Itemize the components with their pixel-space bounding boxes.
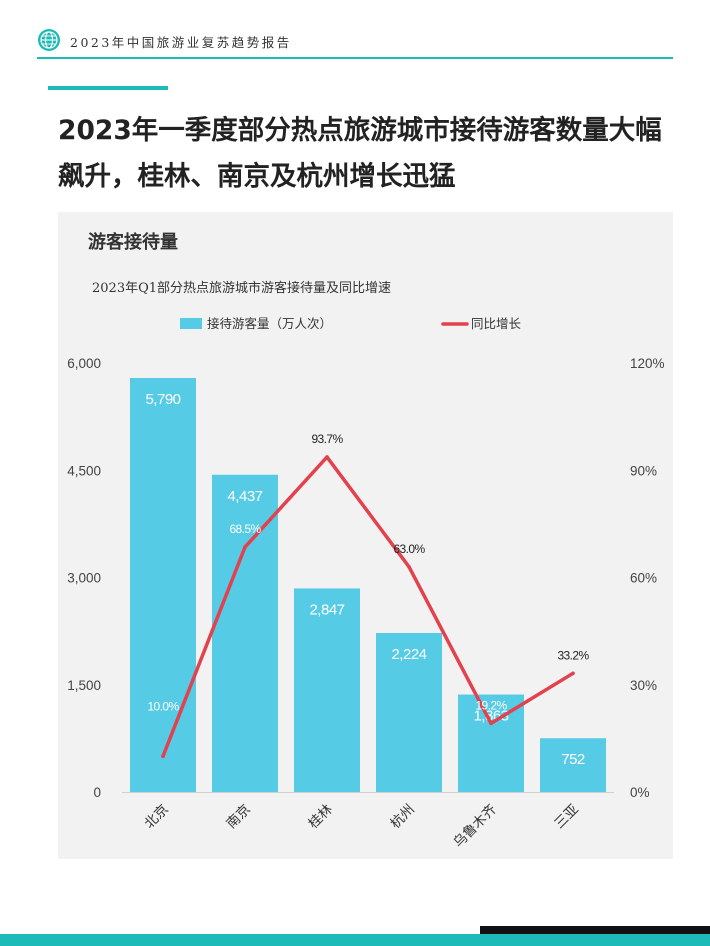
globe-icon bbox=[38, 29, 60, 51]
y-axis-right: 0% 30% 60% 90% 120% bbox=[630, 356, 665, 800]
growth-data-label: 19.2% bbox=[475, 698, 507, 712]
bar-data-label: 2,224 bbox=[391, 646, 426, 663]
bar bbox=[294, 588, 360, 792]
growth-data-label: 93.7% bbox=[311, 432, 343, 446]
legend-label-bar: 接待游客量（万人次） bbox=[207, 316, 332, 331]
y-right-tick-label: 0% bbox=[630, 785, 650, 800]
x-tick-label: 杭州 bbox=[387, 802, 417, 832]
x-tick-label: 北京 bbox=[141, 802, 171, 832]
panel-heading: 游客接待量 bbox=[88, 232, 178, 253]
bar bbox=[376, 632, 442, 792]
growth-point bbox=[571, 671, 575, 676]
growth-point bbox=[407, 564, 411, 569]
bar-data-label: 1,363 bbox=[473, 708, 508, 725]
x-axis-labels: 北京 南京 桂林 杭州 乌鲁木齐 三亚 bbox=[141, 801, 581, 851]
growth-data-label: 63.0% bbox=[393, 542, 425, 556]
legend-swatch-bar bbox=[180, 318, 202, 329]
bar-data-label: 2,847 bbox=[309, 601, 344, 618]
header-divider bbox=[37, 57, 673, 59]
bar bbox=[130, 378, 196, 792]
footer-dark-bar bbox=[480, 926, 710, 934]
x-tick-label: 桂林 bbox=[305, 801, 336, 832]
chart-title: 2023年Q1部分热点旅游城市游客接待量及同比增速 bbox=[92, 280, 391, 296]
growth-point bbox=[489, 721, 493, 726]
bar bbox=[540, 738, 606, 792]
bar-data-label: 4,437 bbox=[227, 488, 262, 505]
x-tick-label: 南京 bbox=[223, 802, 253, 832]
y-right-tick-label: 60% bbox=[630, 571, 657, 586]
growth-point bbox=[243, 545, 247, 549]
bar-series: 5,790 4,437 2,847 2,224 1,363 752 bbox=[130, 378, 606, 792]
growth-line bbox=[161, 455, 575, 758]
bar-data-label: 752 bbox=[561, 751, 585, 768]
y-right-tick-label: 30% bbox=[630, 678, 657, 693]
y-left-tick-label: 3,000 bbox=[67, 571, 101, 586]
x-tick-label: 乌鲁木齐 bbox=[450, 801, 500, 851]
y-left-tick-label: 4,500 bbox=[67, 463, 101, 478]
report-header: 2023年中国旅游业复苏趋势报告 bbox=[37, 26, 673, 58]
y-left-tick-label: 6,000 bbox=[67, 356, 101, 371]
y-right-tick-label: 90% bbox=[630, 463, 657, 478]
growth-line-series: 10.0% 68.5% 93.7% 63.0% 19.2% 33.2% bbox=[147, 432, 590, 759]
x-tick-label: 三亚 bbox=[551, 802, 581, 832]
page-title: 2023年一季度部分热点旅游城市接待游客数量大幅飙升，桂林、南京及杭州增长迅猛 bbox=[58, 115, 662, 192]
footer-accent-band bbox=[0, 934, 710, 946]
y-left-tick-label: 1,500 bbox=[67, 678, 101, 693]
legend-label-line: 同比增长 bbox=[471, 316, 522, 331]
bar-data-label: 5,790 bbox=[145, 391, 180, 408]
growth-point bbox=[161, 754, 165, 759]
y-left-tick-label: 0 bbox=[93, 785, 101, 800]
growth-point bbox=[325, 455, 329, 459]
report-title: 2023年中国旅游业复苏趋势报告 bbox=[70, 35, 292, 50]
growth-data-label: 10.0% bbox=[147, 699, 179, 713]
growth-data-label: 68.5% bbox=[229, 522, 261, 536]
bar bbox=[212, 474, 278, 792]
y-right-tick-label: 120% bbox=[630, 356, 665, 371]
growth-data-label: 33.2% bbox=[557, 648, 589, 662]
y-axis-left: 0 1,500 3,000 4,500 6,000 bbox=[67, 356, 101, 800]
title-accent-bar bbox=[48, 86, 168, 90]
